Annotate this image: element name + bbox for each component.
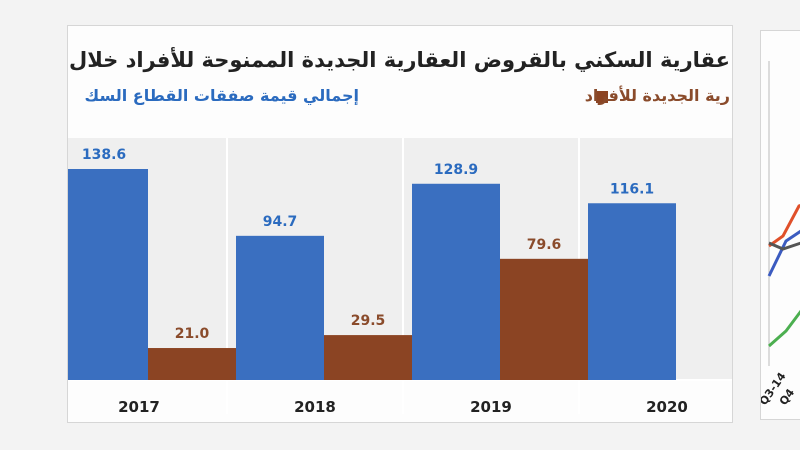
series-line-2 — [768, 309, 800, 348]
series-line-3 — [768, 241, 800, 251]
bar-0-3 — [588, 203, 676, 380]
legend-brown-label: رية الجديدة للأفراد — [584, 86, 730, 105]
bar-chart-card: عقارية السكني بالقروض العقارية الجديدة ا… — [67, 25, 733, 423]
bar-0-2 — [412, 183, 500, 380]
x-tick-label-2019: 2019 — [470, 398, 512, 416]
chart-title: عقارية السكني بالقروض العقارية الجديدة ا… — [68, 48, 730, 72]
series-line-0 — [768, 204, 800, 248]
bar-1-0 — [148, 348, 236, 380]
data-label-0-0: 138.6 — [82, 147, 126, 163]
bar-plot: 138.6 94.7 128.9 116.1 21.0 29.5 79.6 2017 2018 2… — [68, 138, 732, 416]
x-tick-label-2018: 2018 — [294, 398, 336, 416]
data-label-1-0: 21.0 — [175, 326, 210, 342]
line-chart-card: Q3-14 Q4 — [760, 30, 800, 420]
data-label-1-1: 29.5 — [351, 313, 386, 329]
bar-0-1 — [236, 235, 324, 380]
legend-blue-label: إجمالي قيمة صفقات القطاع السك — [84, 86, 359, 105]
data-label-0-2: 128.9 — [434, 162, 478, 178]
x-tick-label-2020: 2020 — [646, 398, 688, 416]
data-label-1-2: 79.6 — [527, 237, 562, 253]
data-label-0-3: 116.1 — [610, 181, 654, 197]
bar-1-2 — [500, 258, 588, 380]
legend-brown-swatch — [596, 91, 608, 103]
data-label-0-1: 94.7 — [263, 214, 298, 230]
x-tick-label-2017: 2017 — [118, 398, 160, 416]
bar-1-1 — [324, 335, 412, 380]
series-line-1 — [767, 229, 800, 277]
bar-0-0 — [68, 169, 148, 380]
